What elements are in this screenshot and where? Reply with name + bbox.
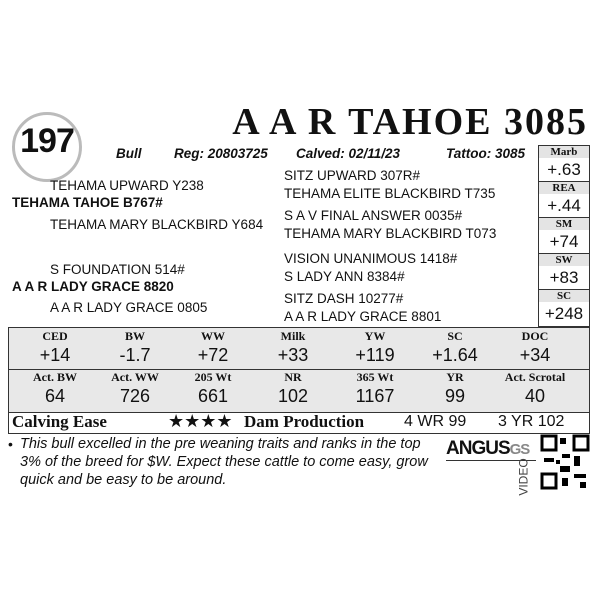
logo-brand: ANGUS <box>446 438 511 459</box>
side-epd-label: SM <box>539 218 589 230</box>
lot-number: 197 <box>20 122 75 160</box>
lot-badge <box>12 112 82 182</box>
side-epd-value: +.44 <box>547 196 581 215</box>
side-divider <box>538 217 590 218</box>
table-divider <box>8 369 590 370</box>
dam-production-value: 4 WR 99 <box>404 413 467 430</box>
table-value: +14 <box>39 345 71 365</box>
pedigree-ancestor: A A R LADY GRACE 8801 <box>284 309 442 324</box>
side-divider <box>538 289 590 290</box>
table-value: 102 <box>277 386 309 406</box>
pedigree-dam-dam: A A R LADY GRACE 0805 <box>50 300 208 315</box>
side-divider <box>538 253 590 254</box>
side-divider <box>538 181 590 182</box>
info-tattoo: Tattoo: 3085 <box>446 146 526 161</box>
calving-ease-stars: ★★★★ <box>168 411 233 431</box>
logo-suffix: GS <box>509 441 531 458</box>
note: This bull excelled in the pre weaning tr… <box>20 436 428 488</box>
table-header: Act. Scrotal <box>504 370 566 384</box>
table-value: 64 <box>44 386 66 406</box>
pedigree-dam-sire: S FOUNDATION 514# <box>50 262 185 277</box>
side-epd-label: Marb <box>539 146 589 158</box>
table-header: 365 Wt <box>356 370 394 384</box>
side-epd-value: +.63 <box>547 160 581 179</box>
table-value: +33 <box>277 345 309 365</box>
table-value: +119 <box>355 345 395 365</box>
animal-name: A A R TAHOE 3085 <box>232 101 588 143</box>
pedigree-ancestor: SITZ DASH 10277# <box>284 291 404 306</box>
pedigree-ancestor: TEHAMA ELITE BLACKBIRD T735 <box>284 186 496 201</box>
side-epd-label: REA <box>539 182 589 194</box>
table-header: BW <box>124 329 145 343</box>
video-label: VIDEO <box>516 458 531 496</box>
table-value: +1.64 <box>432 345 478 365</box>
table-value: 99 <box>444 386 466 406</box>
pedigree-ancestor: TEHAMA MARY BLACKBIRD T073 <box>284 226 497 241</box>
pedigree-ancestor: S LADY ANN 8384# <box>284 269 405 284</box>
table-value: -1.7 <box>119 345 151 365</box>
pedigree-dam: A A R LADY GRACE 8820 <box>12 279 174 294</box>
table-header: Act. BW <box>33 370 77 384</box>
table-header: Act. WW <box>111 370 159 384</box>
table-value: +34 <box>519 345 551 365</box>
pedigree-sire-dam: TEHAMA MARY BLACKBIRD Y684 <box>50 217 264 232</box>
table-header: SC <box>447 329 463 343</box>
table-header: 205 Wt <box>194 370 232 384</box>
side-epd-label: SC <box>539 290 589 302</box>
table-header: YW <box>364 329 386 343</box>
logo-rule <box>446 460 536 461</box>
epd-table <box>8 327 590 413</box>
table-value: 726 <box>119 386 151 406</box>
logo: ANGUSGS <box>446 438 531 460</box>
side-epd-value: +83 <box>549 268 579 287</box>
table-value: +72 <box>197 345 229 365</box>
pedigree-ancestor: SITZ UPWARD 307R# <box>284 168 421 183</box>
info-calved: Calved: 02/11/23 <box>296 146 401 161</box>
pedigree-ancestor: VISION UNANIMOUS 1418# <box>284 251 458 266</box>
pedigree-sire: TEHAMA TAHOE B767# <box>12 195 163 210</box>
table-value: 1167 <box>355 386 395 406</box>
info-reg: Reg: 20803725 <box>174 146 268 161</box>
table-value: 40 <box>524 386 546 406</box>
side-epd-box <box>538 145 590 327</box>
table-header: CED <box>42 329 68 343</box>
calving-ease-label: Calving Ease <box>12 412 107 431</box>
table-header: Milk <box>280 329 306 343</box>
side-epd-value: +74 <box>549 232 579 251</box>
pedigree-ancestor: S A V FINAL ANSWER 0035# <box>284 208 463 223</box>
dam-production-value: 3 YR 102 <box>498 413 565 430</box>
pedigree-sire-sire: TEHAMA UPWARD Y238 <box>50 178 204 193</box>
table-header: YR <box>446 370 464 384</box>
info-sex: Bull <box>116 146 142 161</box>
side-epd-value: +248 <box>544 304 584 323</box>
dam-production-label: Dam Production <box>244 412 365 431</box>
table-value: 661 <box>197 386 229 406</box>
qr-code <box>540 434 590 490</box>
table-header: DOC <box>521 329 549 343</box>
table-header: WW <box>201 329 225 343</box>
table-header: NR <box>284 370 302 384</box>
calving-row <box>8 411 590 434</box>
side-epd-label: SW <box>539 254 589 266</box>
